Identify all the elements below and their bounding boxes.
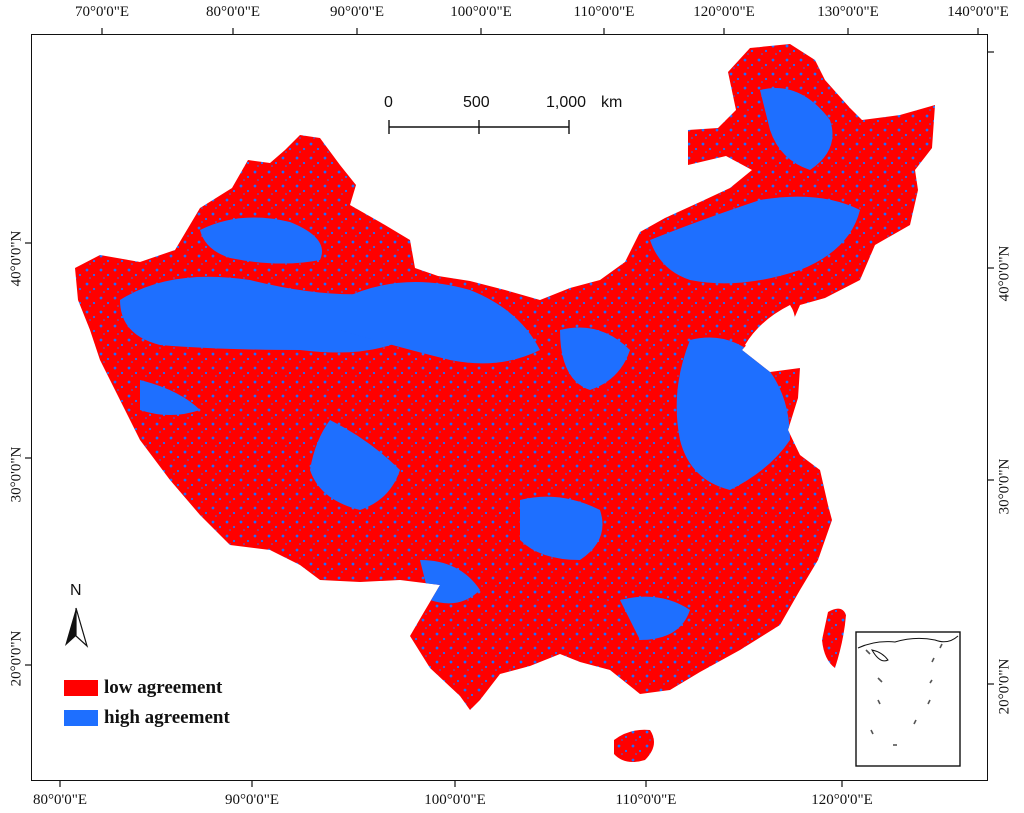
bottom-lon-tick: 120°0'0"E xyxy=(811,792,873,808)
legend-item-high: high agreement xyxy=(64,707,230,729)
legend-swatch-high xyxy=(64,710,98,726)
top-lon-tick: 80°0'0"E xyxy=(206,4,260,20)
scale-label-500: 500 xyxy=(463,94,490,111)
china-mainland xyxy=(75,44,935,710)
bottom-lon-tick: 100°0'0"E xyxy=(424,792,486,808)
top-lon-tick: 140°0'0"E xyxy=(947,4,1009,20)
legend-item-low: low agreement xyxy=(64,677,222,699)
map-frame xyxy=(31,34,988,781)
hainan-island xyxy=(614,729,654,762)
bottom-lon-tick: 90°0'0"E xyxy=(225,792,279,808)
top-lon-tick: 100°0'0"E xyxy=(450,4,512,20)
bottom-lon-tick: 80°0'0"E xyxy=(33,792,87,808)
scale-label-0: 0 xyxy=(384,94,393,111)
scale-unit: km xyxy=(601,94,623,111)
top-lon-tick: 110°0'0"E xyxy=(573,4,635,20)
scale-bar xyxy=(388,120,570,134)
north-label: N xyxy=(70,582,82,599)
frame-tick-marks xyxy=(25,28,994,787)
top-lon-tick: 70°0'0"E xyxy=(75,4,129,20)
top-lon-tick: 120°0'0"E xyxy=(693,4,755,20)
south-china-sea-inset xyxy=(855,631,961,767)
legend-swatch-low xyxy=(64,680,98,696)
legend-label-high: high agreement xyxy=(104,707,230,728)
bottom-lon-tick: 110°0'0"E xyxy=(615,792,677,808)
top-lon-tick: 90°0'0"E xyxy=(330,4,384,20)
legend-label-low: low agreement xyxy=(104,677,223,698)
scale-label-1000: 1,000 xyxy=(546,94,587,111)
high-agreement-regions xyxy=(120,88,860,640)
bohai-sea xyxy=(745,305,795,355)
taiwan-island xyxy=(822,608,846,668)
top-lon-tick: 130°0'0"E xyxy=(817,4,879,20)
north-arrow-icon xyxy=(65,607,89,648)
